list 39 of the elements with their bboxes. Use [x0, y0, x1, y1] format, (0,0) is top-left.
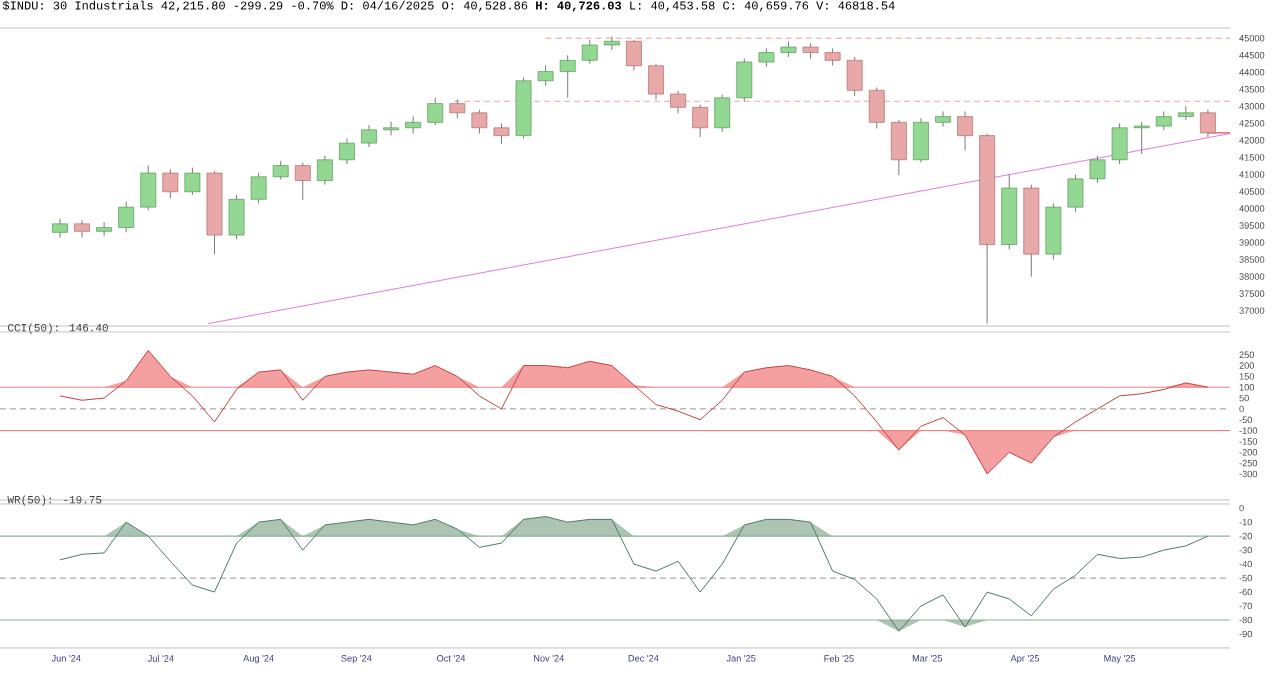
candlestick [846, 56, 863, 97]
candlestick [1200, 109, 1216, 138]
candlestick [74, 220, 90, 238]
candlestick [935, 111, 951, 128]
candlestick [1045, 202, 1062, 260]
candlestick [96, 221, 112, 237]
candlestick [471, 109, 488, 134]
candlestick [758, 48, 775, 68]
candlestick [52, 218, 68, 238]
candlestick [714, 94, 731, 133]
candlestick [272, 160, 289, 180]
candlestick [250, 172, 267, 204]
candlestick [692, 104, 709, 138]
candlestick [890, 119, 907, 176]
candlestick [140, 165, 157, 211]
candlestick [184, 167, 201, 196]
candlestick [294, 162, 311, 201]
candlestick [361, 124, 377, 148]
candlestick [1155, 111, 1172, 131]
candlestick [913, 117, 929, 163]
candlestick [537, 65, 554, 87]
candlestick [427, 97, 444, 126]
candlestick [581, 39, 598, 65]
candlestick [1067, 174, 1084, 213]
line-series [59, 516, 1209, 632]
candlestick [228, 194, 245, 240]
candlestick [162, 168, 179, 199]
candlestick [1111, 122, 1128, 165]
candlestick [559, 54, 576, 99]
candlestick [1133, 121, 1150, 155]
candlestick [339, 138, 355, 165]
candlestick [1089, 155, 1106, 184]
candlestick [736, 58, 753, 102]
candlestick [316, 155, 333, 186]
candlestick [383, 121, 399, 136]
candlestick [118, 201, 135, 233]
candlestick [957, 111, 973, 151]
candlestick [493, 122, 510, 145]
candlestick [603, 36, 620, 51]
